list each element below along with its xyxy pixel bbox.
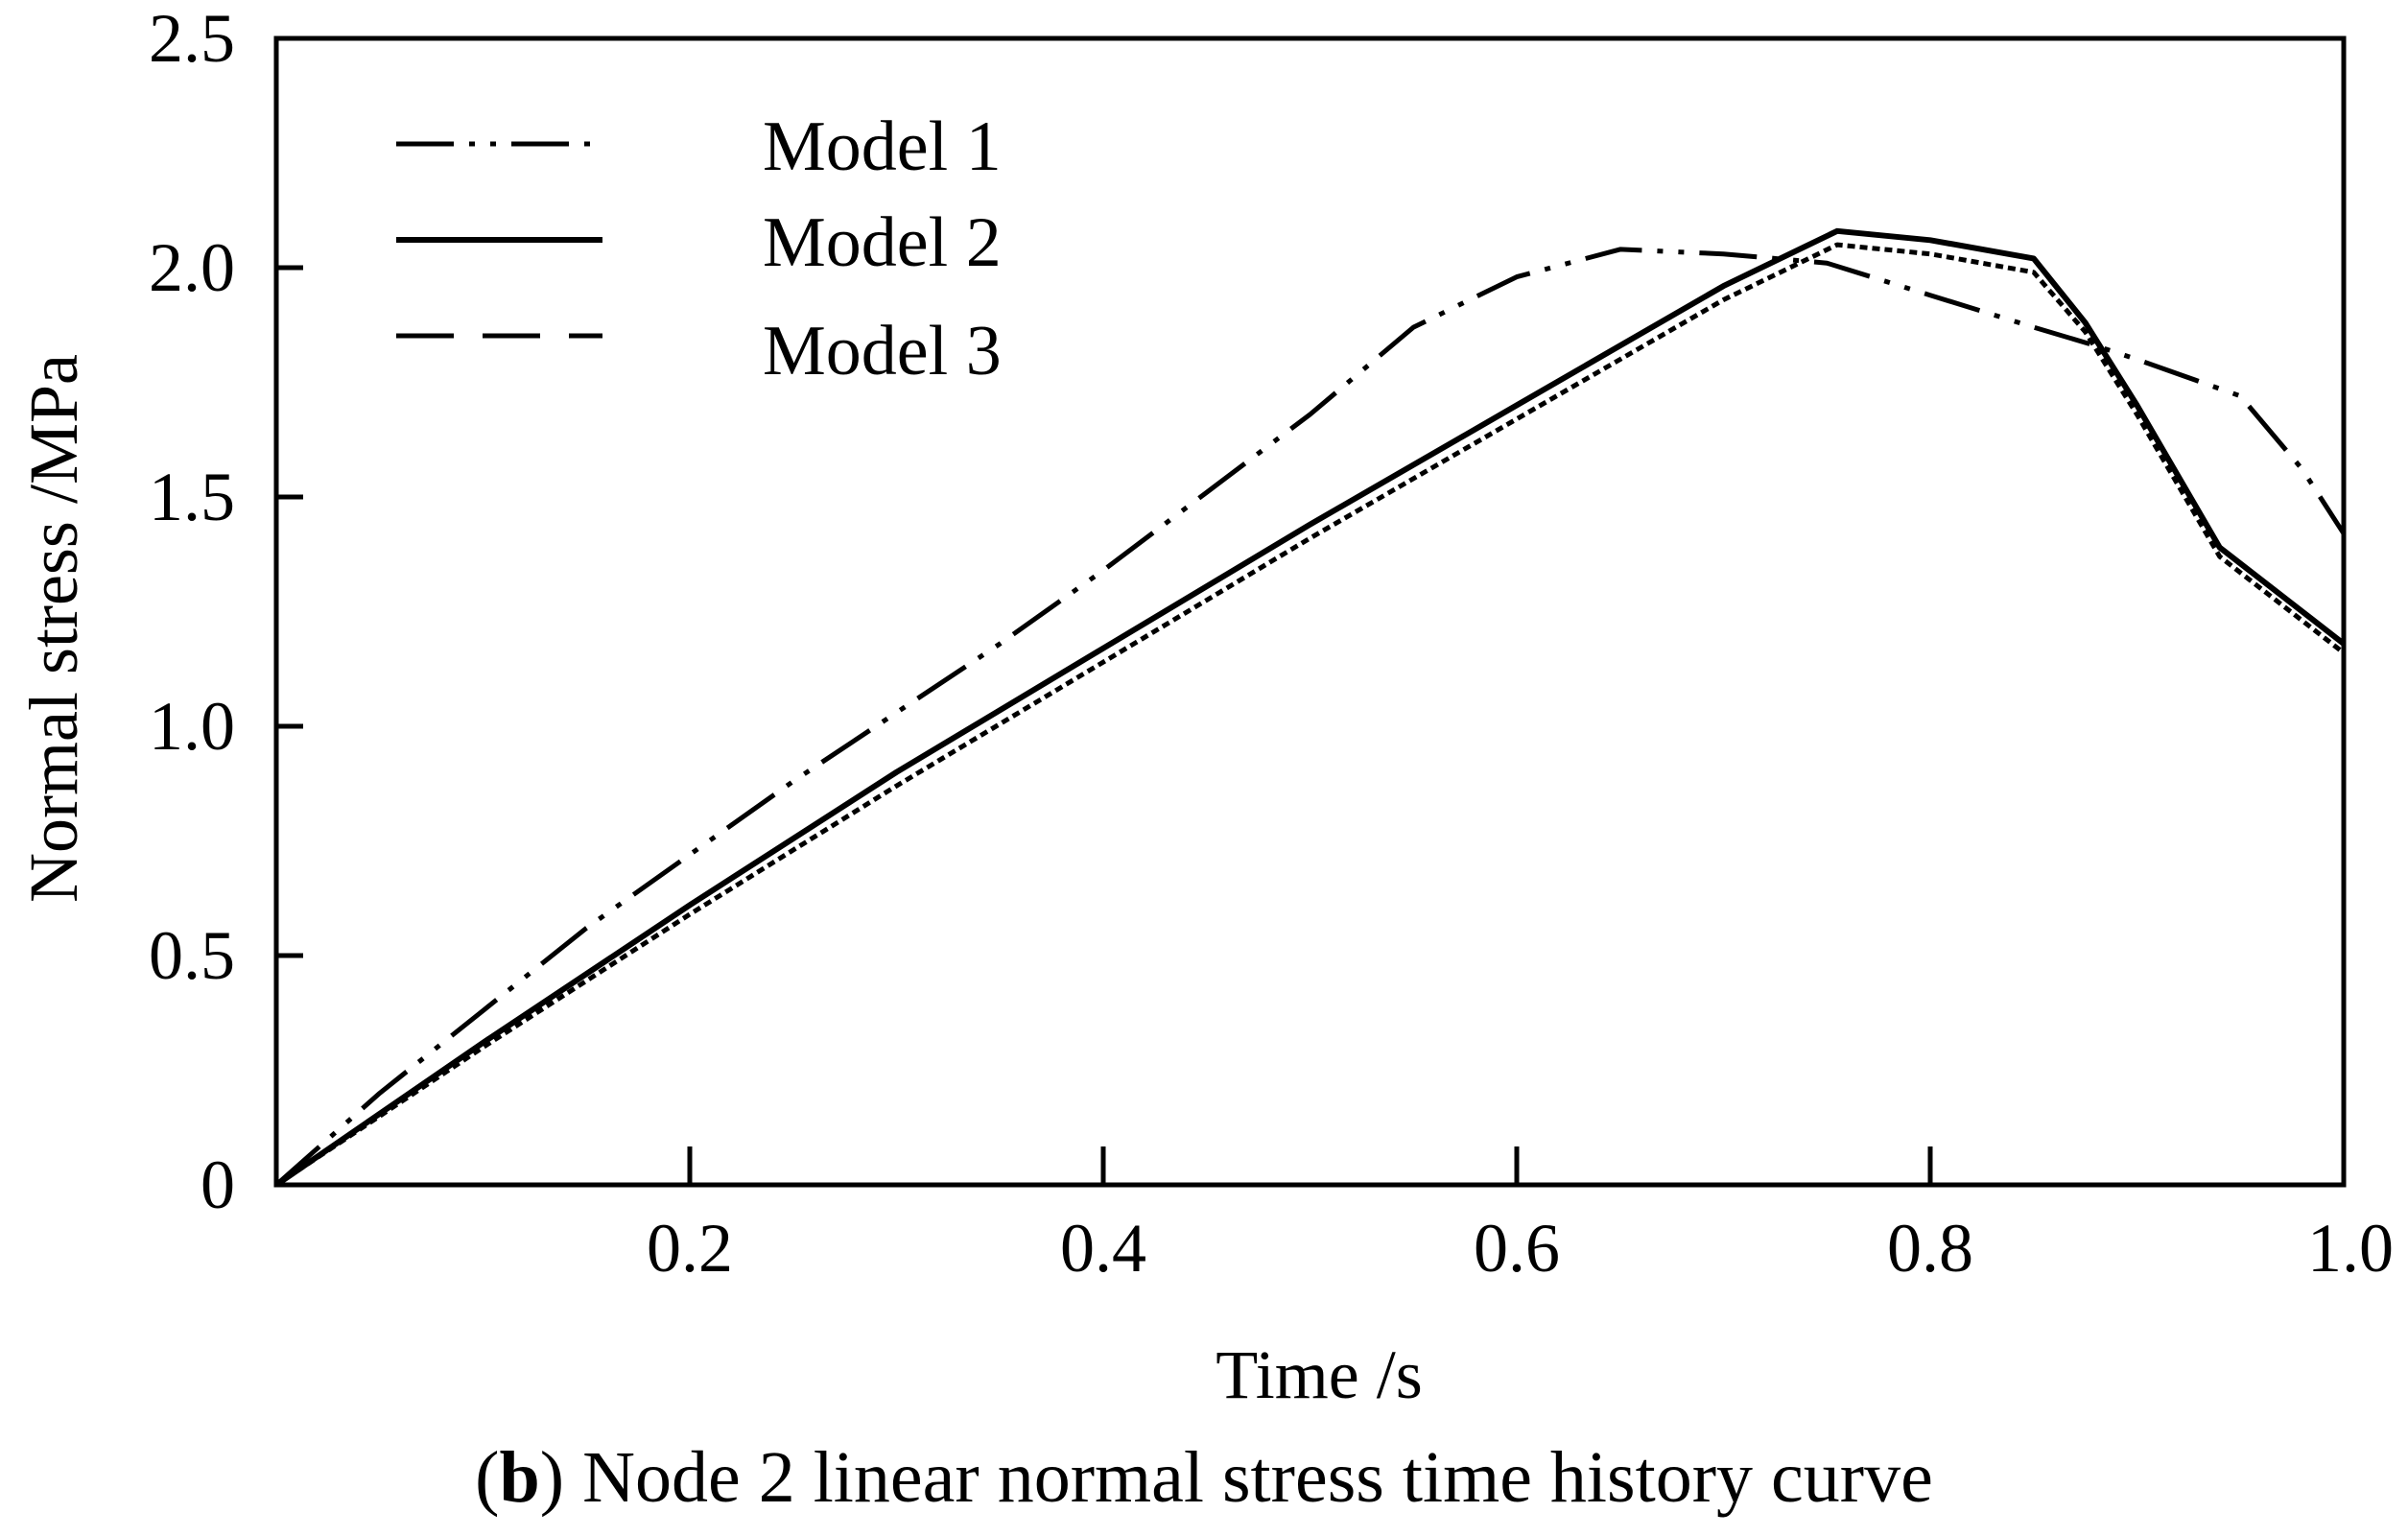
y-tick-label: 2.5 bbox=[149, 0, 235, 77]
caption-close-paren: ) bbox=[540, 1437, 564, 1518]
plot-frame bbox=[273, 35, 2347, 1188]
legend: Model 1 Model 2 Model 3 bbox=[396, 107, 1002, 390]
x-tick-label: 1.0 bbox=[2307, 1210, 2394, 1287]
caption-open-paren: ( bbox=[475, 1437, 499, 1518]
x-tick-label: 0.8 bbox=[1887, 1210, 1973, 1287]
x-tick-label: 0.2 bbox=[647, 1210, 733, 1287]
y-tick-label: 1.5 bbox=[149, 459, 235, 535]
series-layer bbox=[274, 227, 2347, 1188]
series-line-model-3 bbox=[274, 242, 2346, 1188]
series-line-model-1 bbox=[274, 247, 2347, 1187]
caption-label: b bbox=[499, 1437, 539, 1518]
legend-label-model-3: Model 3 bbox=[763, 312, 1002, 390]
figure-caption: (b) Node 2 linear normal stress time his… bbox=[475, 1437, 1933, 1518]
caption-text: Node 2 linear normal stress time history… bbox=[564, 1437, 1933, 1518]
y-tick-label: 2.0 bbox=[149, 229, 235, 306]
series-line-model-2 bbox=[274, 227, 2346, 1188]
legend-label-model-1: Model 1 bbox=[763, 107, 1002, 186]
y-tick-label: 0 bbox=[201, 1146, 235, 1223]
x-tick-label: 0.4 bbox=[1060, 1210, 1146, 1287]
x-axis-title: Time /s bbox=[1216, 1336, 1422, 1413]
x-axis-ticks: 0.2 0.4 0.6 0.8 1.0 bbox=[647, 1146, 2394, 1287]
x-tick-label: 0.6 bbox=[1474, 1210, 1560, 1287]
y-tick-label: 0.5 bbox=[149, 917, 235, 994]
legend-label-model-2: Model 2 bbox=[763, 203, 1002, 282]
y-axis-title: Normal stress /MPa bbox=[15, 354, 92, 903]
y-tick-label: 1.0 bbox=[149, 688, 235, 765]
y-axis-ticks: 0 0.5 1.0 1.5 2.0 2.5 bbox=[149, 0, 303, 1223]
